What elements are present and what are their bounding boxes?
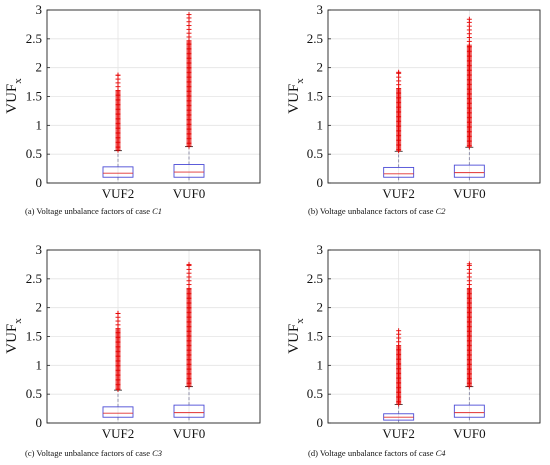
plot-frame bbox=[327, 249, 541, 424]
y-axis-label-sub: x bbox=[12, 78, 24, 84]
panel-caption: (a) Voltage unbalance factors of case C1 bbox=[25, 206, 162, 216]
iqr-box bbox=[173, 164, 205, 178]
x-tick-label: VUF2 bbox=[102, 186, 135, 201]
caption-text: (c) Voltage unbalance factors of case bbox=[25, 448, 152, 458]
caption-text: (b) Voltage unbalance factors of case bbox=[308, 206, 436, 216]
plot-frame bbox=[327, 9, 541, 184]
y-tick-label: 0.5 bbox=[26, 146, 42, 161]
panel-caption: (b) Voltage unbalance factors of case C2 bbox=[308, 206, 446, 216]
iqr-box bbox=[453, 164, 485, 178]
box-vuf0 bbox=[453, 261, 485, 423]
y-axis-label: VUFx bbox=[286, 318, 306, 354]
outliers bbox=[115, 72, 121, 153]
y-tick-label: 1 bbox=[317, 117, 324, 132]
y-tick-label: 1 bbox=[36, 357, 43, 372]
y-tick-label: 1 bbox=[36, 117, 43, 132]
iqr-box bbox=[102, 166, 134, 178]
chart-panel: 0 0.5 1 1.5 2 2.5 3 VUF2 VUF0 VUFx (a) Voltage unb… bbox=[4, 2, 261, 216]
y-tick-label: 3 bbox=[36, 2, 43, 17]
caption-case: C4 bbox=[436, 448, 447, 458]
panel-caption: (c) Voltage unbalance factors of case C3 bbox=[25, 448, 162, 458]
caption-case: C2 bbox=[436, 206, 447, 216]
y-tick-label: 2.5 bbox=[26, 271, 42, 286]
y-tick-label: 0 bbox=[317, 175, 324, 190]
y-tick-label: 3 bbox=[317, 2, 324, 17]
y-axis-label-main: VUF bbox=[4, 324, 20, 354]
y-tick-label: 0.5 bbox=[307, 386, 323, 401]
y-tick-label: 1.5 bbox=[26, 89, 42, 104]
y-tick-label: 2.5 bbox=[26, 31, 42, 46]
chart-panel: 0 0.5 1 1.5 2 2.5 3 VUF2 VUF0 VUFx (b) Voltage unb… bbox=[286, 2, 541, 216]
y-tick-label: 1.5 bbox=[26, 329, 42, 344]
x-tick-label: VUF2 bbox=[382, 186, 415, 201]
y-tick-label: 3 bbox=[317, 242, 324, 257]
y-tick-label: 2.5 bbox=[307, 271, 323, 286]
box-vuf2 bbox=[102, 310, 134, 423]
y-tick-label: 3 bbox=[36, 242, 43, 257]
outliers bbox=[186, 12, 192, 149]
y-tick-label: 1 bbox=[317, 357, 324, 372]
y-tick-label: 0.5 bbox=[307, 146, 323, 161]
x-tick-label: VUF2 bbox=[102, 426, 135, 441]
caption-case: C1 bbox=[152, 206, 162, 216]
y-tick-label: 2.5 bbox=[307, 31, 323, 46]
iqr-box bbox=[173, 404, 205, 418]
outliers bbox=[115, 310, 121, 393]
x-tick-label: VUF0 bbox=[173, 426, 206, 441]
y-tick-label: 0 bbox=[36, 175, 43, 190]
outliers bbox=[396, 328, 402, 407]
panel-caption: (d) Voltage unbalance factors of case C4 bbox=[308, 448, 446, 458]
caption-case: C3 bbox=[152, 448, 162, 458]
box-vuf2 bbox=[383, 69, 415, 183]
iqr-box bbox=[453, 404, 485, 418]
y-tick-label: 0 bbox=[36, 415, 43, 430]
chart-panel: 0 0.5 1 1.5 2 2.5 3 VUF2 VUF0 VUFx (d) Voltage unb… bbox=[286, 242, 541, 458]
y-axis-label: VUFx bbox=[4, 318, 24, 354]
chart-panel: 0 0.5 1 1.5 2 2.5 3 VUF2 VUF0 VUFx (c) Voltage unb… bbox=[4, 242, 261, 458]
caption-text: (d) Voltage unbalance factors of case bbox=[308, 448, 436, 458]
plot-frame bbox=[46, 9, 261, 184]
x-tick-label: VUF2 bbox=[382, 426, 415, 441]
y-tick-label: 2 bbox=[36, 60, 43, 75]
outliers bbox=[396, 69, 402, 154]
outliers bbox=[466, 16, 472, 150]
y-axis-label: VUFx bbox=[4, 78, 24, 114]
y-tick-label: 2 bbox=[317, 300, 324, 315]
y-tick-label: 0 bbox=[317, 415, 324, 430]
y-axis-label-sub: x bbox=[294, 318, 306, 324]
iqr-box bbox=[383, 166, 415, 178]
box-vuf2 bbox=[383, 328, 415, 423]
y-tick-label: 2 bbox=[317, 60, 324, 75]
x-tick-label: VUF0 bbox=[173, 186, 206, 201]
plot-frame bbox=[46, 249, 261, 424]
y-axis-label-main: VUF bbox=[286, 324, 302, 354]
outliers bbox=[466, 261, 472, 389]
x-tick-label: VUF0 bbox=[453, 186, 486, 201]
caption-text: (a) Voltage unbalance factors of case bbox=[25, 206, 152, 216]
y-tick-label: 1.5 bbox=[307, 89, 323, 104]
y-axis-label-sub: x bbox=[294, 78, 306, 84]
box-vuf0 bbox=[173, 261, 205, 423]
y-axis-label: VUFx bbox=[286, 78, 306, 114]
box-vuf2 bbox=[102, 72, 134, 183]
y-axis-label-sub: x bbox=[12, 318, 24, 324]
y-tick-label: 2 bbox=[36, 300, 43, 315]
box-vuf0 bbox=[453, 16, 485, 183]
y-tick-label: 0.5 bbox=[26, 386, 42, 401]
outliers bbox=[186, 261, 192, 389]
y-axis-label-main: VUF bbox=[286, 84, 302, 114]
box-vuf0 bbox=[173, 12, 205, 183]
iqr-box bbox=[102, 406, 134, 418]
y-axis-label-main: VUF bbox=[4, 84, 20, 114]
y-tick-label: 1.5 bbox=[307, 329, 323, 344]
x-tick-label: VUF0 bbox=[453, 426, 486, 441]
